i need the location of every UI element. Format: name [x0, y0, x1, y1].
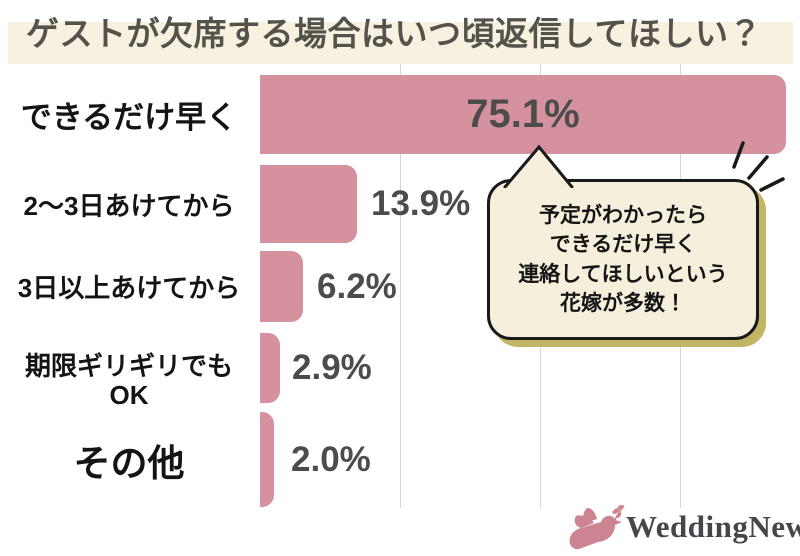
- category-label-line: 期限ギリギリでも: [24, 351, 233, 381]
- callout-pointer: [503, 144, 574, 188]
- value-label: 2.9%: [292, 348, 372, 387]
- callout-line: 花嫁が多数！: [560, 291, 686, 315]
- chart-title: ゲストが欠席する場合はいつ頃返信してほしい？: [26, 15, 763, 52]
- logo-text: WeddingNews: [626, 509, 800, 544]
- dove-icon: [569, 504, 625, 550]
- bar-dekirudake-hayaku: [260, 75, 786, 154]
- sparkle-lines-icon: [732, 141, 785, 192]
- bar-2-3-days: [260, 165, 357, 243]
- callout-line: できるだけ早く: [549, 233, 697, 257]
- callout-line: 予定がわかったら: [539, 203, 707, 227]
- category-label-line: できるだけ早く: [20, 100, 238, 135]
- gridline-20pct: [400, 64, 401, 508]
- category-label: 2〜3日あけてから: [0, 165, 258, 243]
- category-label-line: その他: [73, 442, 185, 484]
- value-label: 2.0%: [291, 439, 371, 479]
- category-label: 期限ギリギリでも OK: [0, 333, 258, 429]
- callout-bubble: 予定がわかったら できるだけ早く 連絡してほしいという 花嫁が多数！: [487, 179, 759, 340]
- bar-other: [260, 412, 274, 507]
- value-label: 6.2%: [317, 266, 397, 306]
- category-label-line: 3日以上あけてから: [17, 273, 241, 303]
- bar-3plus-days: [260, 251, 303, 322]
- category-label: 3日以上あけてから: [0, 251, 258, 322]
- category-label: その他: [0, 412, 258, 507]
- value-label: 13.9%: [371, 184, 471, 223]
- category-label: できるだけ早く: [0, 75, 258, 154]
- wedding-news-logo: WeddingNews: [566, 503, 800, 551]
- callout-line: 連絡してほしいという: [518, 262, 728, 286]
- bar-deadline-ok: [260, 333, 280, 403]
- value-label: 75.1%: [466, 92, 580, 136]
- title-highlight-band: [8, 22, 793, 64]
- category-label-line: OK: [109, 380, 149, 410]
- category-label-line: 2〜3日あけてから: [23, 190, 235, 221]
